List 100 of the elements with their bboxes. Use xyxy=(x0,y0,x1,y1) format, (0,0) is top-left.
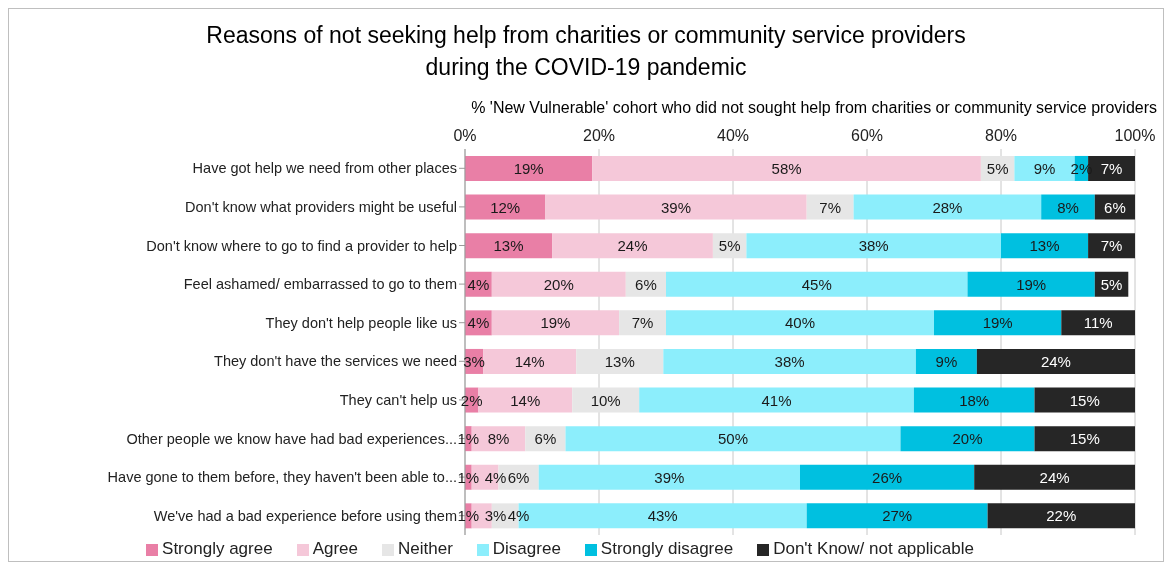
data-label: 24% xyxy=(617,237,648,255)
data-label: 18% xyxy=(959,391,990,409)
data-label: 8% xyxy=(487,430,510,448)
data-label: 6% xyxy=(534,430,557,448)
data-label: 14% xyxy=(510,391,541,409)
data-label: 12% xyxy=(490,198,521,216)
data-label: 5% xyxy=(986,159,1009,177)
bar xyxy=(934,310,1062,336)
bar xyxy=(465,155,593,181)
data-label: 11% xyxy=(1083,314,1113,332)
data-label: 6% xyxy=(1104,198,1126,216)
data-label: 5% xyxy=(718,237,741,255)
data-label: 13% xyxy=(1029,237,1060,255)
bar xyxy=(538,464,800,490)
bar xyxy=(853,194,1042,220)
bar xyxy=(746,233,1001,259)
y-tick-label: They don't have the services we need xyxy=(214,353,457,370)
data-label: 19% xyxy=(513,159,544,177)
legend-label: Strongly agree xyxy=(162,539,273,558)
bar xyxy=(565,426,901,452)
y-tick-label: Feel ashamed/ embarrassed to go to them xyxy=(183,276,457,293)
data-label: 41% xyxy=(761,391,792,409)
bar xyxy=(619,310,666,336)
y-tick-label: They can't help us xyxy=(339,392,457,409)
bar xyxy=(974,464,1135,490)
bar xyxy=(552,233,713,259)
data-label: 24% xyxy=(1040,352,1071,370)
data-label: 13% xyxy=(604,352,635,370)
y-tick-label: We've had a bad experience before using them xyxy=(153,507,457,524)
bar xyxy=(666,271,968,297)
data-label: 9% xyxy=(935,352,958,370)
data-label: 7% xyxy=(631,314,654,332)
data-label: 9% xyxy=(1033,159,1056,177)
data-label: 13% xyxy=(493,237,524,255)
bar xyxy=(491,271,626,297)
y-tick-label: Don't know where to go to find a provider to help xyxy=(146,237,457,254)
bar xyxy=(666,310,934,336)
data-label: 39% xyxy=(661,198,692,216)
data-label: 15% xyxy=(1069,391,1100,409)
data-label: 19% xyxy=(540,314,571,332)
data-label: 1% xyxy=(457,430,480,448)
data-label: 3% xyxy=(463,352,485,370)
data-label: 15% xyxy=(1069,430,1100,448)
data-label: 5% xyxy=(1100,275,1123,293)
y-tick-label: Have gone to them before, they haven't been able to... xyxy=(107,469,457,486)
data-label: 58% xyxy=(771,159,802,177)
data-label: 50% xyxy=(717,430,749,448)
bar xyxy=(1034,387,1135,413)
data-label: 1% xyxy=(457,507,480,525)
data-label: 39% xyxy=(654,468,685,486)
bar xyxy=(491,310,620,336)
legend-label: Disagree xyxy=(492,539,561,558)
data-label: 6% xyxy=(507,468,530,486)
data-label: 6% xyxy=(635,275,657,293)
data-label: 4% xyxy=(467,275,490,293)
bar xyxy=(1088,233,1135,259)
data-label: 28% xyxy=(932,198,963,216)
data-label: 27% xyxy=(882,507,913,525)
data-label: 8% xyxy=(1057,198,1079,216)
bar xyxy=(639,387,914,413)
bar xyxy=(465,233,553,259)
data-label: 38% xyxy=(858,237,889,255)
legend-label: Neither xyxy=(398,539,453,558)
x-tick-label: 20% xyxy=(582,127,616,144)
data-label: 26% xyxy=(872,468,903,486)
bar xyxy=(483,348,577,374)
bar xyxy=(1001,233,1089,259)
legend-label: Agree xyxy=(312,539,358,558)
data-label: 20% xyxy=(952,430,983,448)
data-label: 7% xyxy=(1100,237,1123,255)
bar xyxy=(572,387,640,413)
x-tick-label: 60% xyxy=(850,127,884,144)
data-label: 43% xyxy=(647,507,678,525)
bar xyxy=(806,194,854,220)
data-label: 4% xyxy=(484,468,507,486)
data-label: 2% xyxy=(460,391,483,409)
data-label: 38% xyxy=(774,352,805,370)
data-label: 19% xyxy=(1016,275,1047,293)
chart-title: Reasons of not seeking help from charities or community service providers during the COVID-19 pandemic xyxy=(205,21,967,82)
legend-label: Don't Know/ not applicable xyxy=(773,539,974,558)
legend-label: Strongly disagree xyxy=(600,539,734,558)
data-label: 20% xyxy=(543,275,574,293)
data-label: 40% xyxy=(784,314,816,332)
data-label: 10% xyxy=(590,391,621,409)
bar xyxy=(545,194,807,220)
bar xyxy=(592,155,981,181)
bar xyxy=(1061,310,1135,336)
bar xyxy=(465,194,546,220)
bar xyxy=(976,348,1135,374)
y-tick-label: Don't know what providers might be useful xyxy=(185,199,457,216)
data-label: 19% xyxy=(982,314,1013,332)
bar xyxy=(663,348,916,374)
data-label: 22% xyxy=(1046,507,1077,525)
x-tick-label: 80% xyxy=(984,127,1018,144)
bar xyxy=(806,503,988,529)
data-label: 4% xyxy=(507,507,530,525)
data-label: 1% xyxy=(457,468,480,486)
x-tick-label: 40% xyxy=(716,127,750,144)
data-label: 14% xyxy=(514,352,545,370)
bar xyxy=(1041,194,1095,220)
